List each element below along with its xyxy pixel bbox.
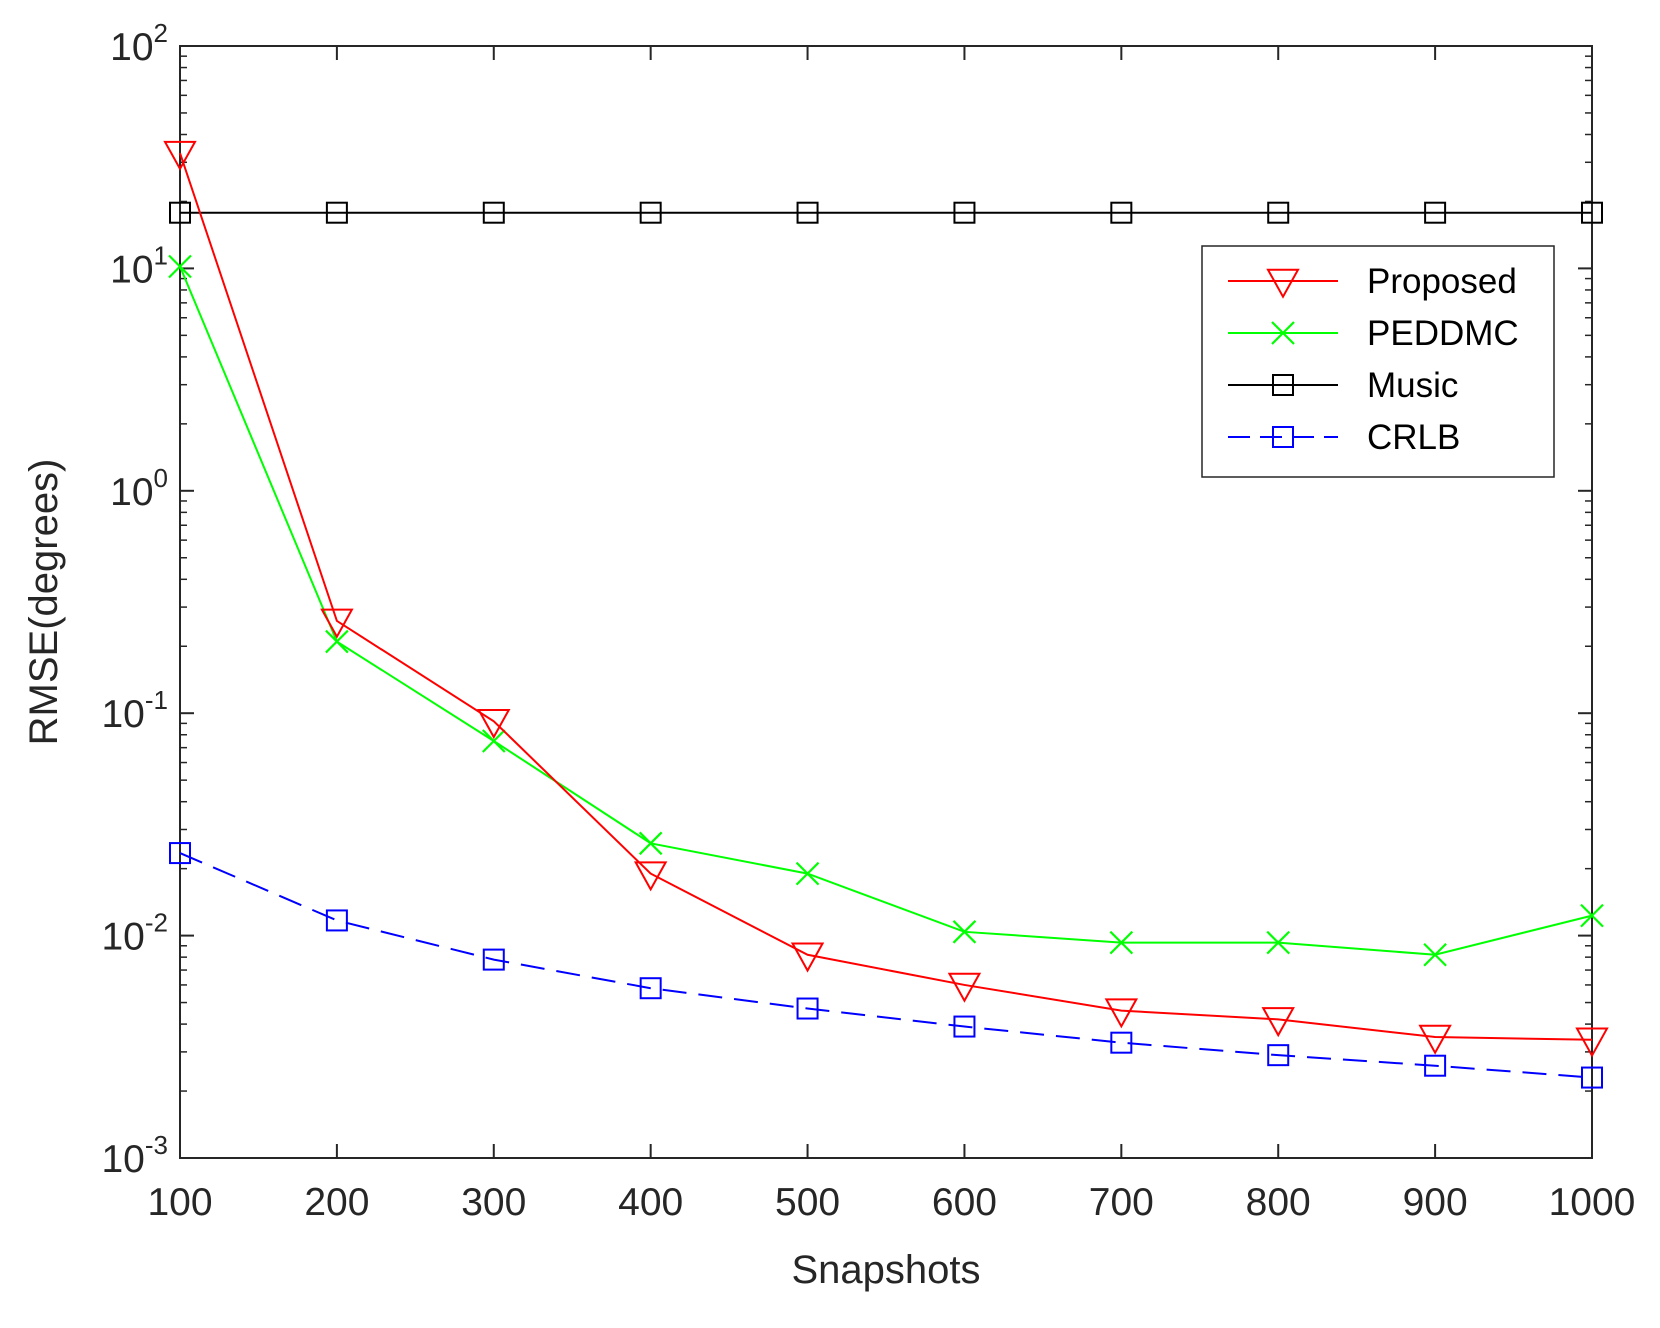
legend-label-crlb: CRLB: [1367, 418, 1460, 457]
y-tick-label: 102: [110, 18, 168, 69]
data-point-proposed: [1575, 1027, 1609, 1058]
series-line-crlb: [179, 852, 1593, 1079]
legend-box: [1201, 245, 1555, 478]
x-tick-label: 300: [461, 1181, 526, 1224]
data-point-crlb: [169, 842, 191, 865]
data-point-peddmc: [1580, 903, 1604, 928]
data-point-peddmc: [1423, 942, 1447, 967]
legend: Proposed PEDDMC Music CRLB: [1201, 245, 1555, 478]
legend-entry-proposed: Proposed: [1228, 262, 1517, 301]
marker-stroke: [481, 729, 506, 753]
data-point-music: [325, 201, 348, 224]
series-proposed: [163, 140, 1609, 1058]
data-point-crlb: [1110, 1031, 1133, 1054]
y-tick-label: 10-1: [101, 685, 168, 736]
series-line-peddmc: [179, 266, 1593, 956]
marker-stroke: [952, 920, 977, 944]
marker-stroke: [1266, 930, 1290, 955]
data-point-proposed: [1261, 1007, 1295, 1038]
data-point-proposed: [477, 709, 511, 740]
x-axis-label: Snapshots: [791, 1248, 980, 1292]
data-point-music: [796, 201, 819, 224]
x-tick-label: 600: [932, 1181, 997, 1224]
data-point-proposed: [1418, 1024, 1452, 1055]
marker-stroke: [1580, 903, 1604, 928]
plot-area: [179, 45, 1593, 1159]
marker-stroke: [1109, 930, 1134, 955]
y-tick-label: 101: [110, 240, 168, 291]
legend-marker-peddmc: [1271, 321, 1295, 345]
marker-stroke: [168, 254, 192, 279]
data-point-crlb: [325, 909, 348, 932]
series-layer: [163, 140, 1609, 1089]
legend-label-music: Music: [1367, 366, 1458, 405]
data-point-proposed: [163, 140, 197, 171]
legend-entry-music: Music: [1228, 366, 1458, 405]
data-point-peddmc: [325, 629, 349, 654]
marker-stroke: [1271, 321, 1295, 345]
data-point-proposed: [947, 972, 982, 1003]
x-tick-label: 700: [1089, 1181, 1154, 1224]
data-point-crlb: [639, 977, 662, 1000]
series-music: [169, 201, 1603, 224]
data-point-music: [169, 201, 191, 224]
y-tick-label: 10-3: [101, 1130, 168, 1181]
data-point-proposed: [790, 942, 825, 973]
legend-label-peddmc: PEDDMC: [1367, 314, 1519, 353]
x-tick-label: 200: [304, 1181, 369, 1224]
data-point-crlb: [796, 997, 819, 1020]
series-peddmc: [168, 254, 1604, 967]
data-point-peddmc: [1109, 930, 1134, 955]
x-tick-label: 500: [775, 1181, 840, 1224]
marker-stroke: [325, 629, 349, 654]
y-tick-label: 10-2: [101, 908, 168, 959]
data-point-music: [953, 201, 976, 224]
data-point-music: [482, 201, 505, 224]
data-point-music: [1424, 201, 1447, 224]
minor-ticks: [180, 55, 1592, 1092]
data-point-music: [1267, 201, 1290, 224]
data-point-crlb: [482, 948, 505, 971]
series-crlb: [169, 842, 1603, 1089]
data-point-peddmc: [168, 254, 192, 279]
x-tick-label: 900: [1403, 1181, 1468, 1224]
data-point-music: [1581, 201, 1603, 224]
series-line-proposed: [179, 152, 1593, 1041]
x-tick-label: 400: [618, 1181, 683, 1224]
x-tick-label: 1000: [1549, 1181, 1636, 1224]
legend-marker-music: [1272, 374, 1294, 396]
y-axis-label: RMSE(degrees): [22, 459, 66, 746]
marker-stroke: [795, 861, 820, 886]
data-point-music: [639, 201, 662, 224]
marker-stroke: [1423, 942, 1447, 967]
legend-entry-peddmc: PEDDMC: [1228, 314, 1519, 353]
legend-label-proposed: Proposed: [1367, 262, 1517, 301]
y-tick-label: 100: [110, 463, 168, 514]
axes: [179, 45, 1593, 1159]
data-point-crlb: [1267, 1044, 1290, 1067]
data-point-proposed: [1104, 998, 1139, 1029]
x-tick-label: 800: [1246, 1181, 1311, 1224]
data-point-music: [1110, 201, 1133, 224]
data-point-peddmc: [952, 920, 977, 944]
legend-marker-crlb: [1272, 426, 1294, 448]
marker-stroke: [638, 831, 663, 856]
legend-entry-crlb: CRLB: [1228, 418, 1460, 457]
data-point-crlb: [1581, 1066, 1603, 1089]
legend-entries: Proposed PEDDMC Music CRLB: [1228, 262, 1519, 457]
x-tick-label: 100: [147, 1181, 212, 1224]
data-point-proposed: [633, 861, 668, 892]
x-tick-labels: 100 200 300 400 500 600 700 800 900 1000: [147, 1181, 1635, 1224]
data-point-peddmc: [795, 861, 820, 886]
data-point-peddmc: [481, 729, 506, 753]
legend-marker-proposed: [1266, 268, 1300, 299]
data-point-peddmc: [1266, 930, 1290, 955]
y-tick-labels: 102 101 100 10-1 10-2 10-3: [101, 18, 168, 1181]
data-point-crlb: [1424, 1054, 1447, 1077]
data-point-proposed: [320, 608, 354, 639]
data-point-crlb: [953, 1015, 976, 1038]
data-point-peddmc: [638, 831, 663, 856]
